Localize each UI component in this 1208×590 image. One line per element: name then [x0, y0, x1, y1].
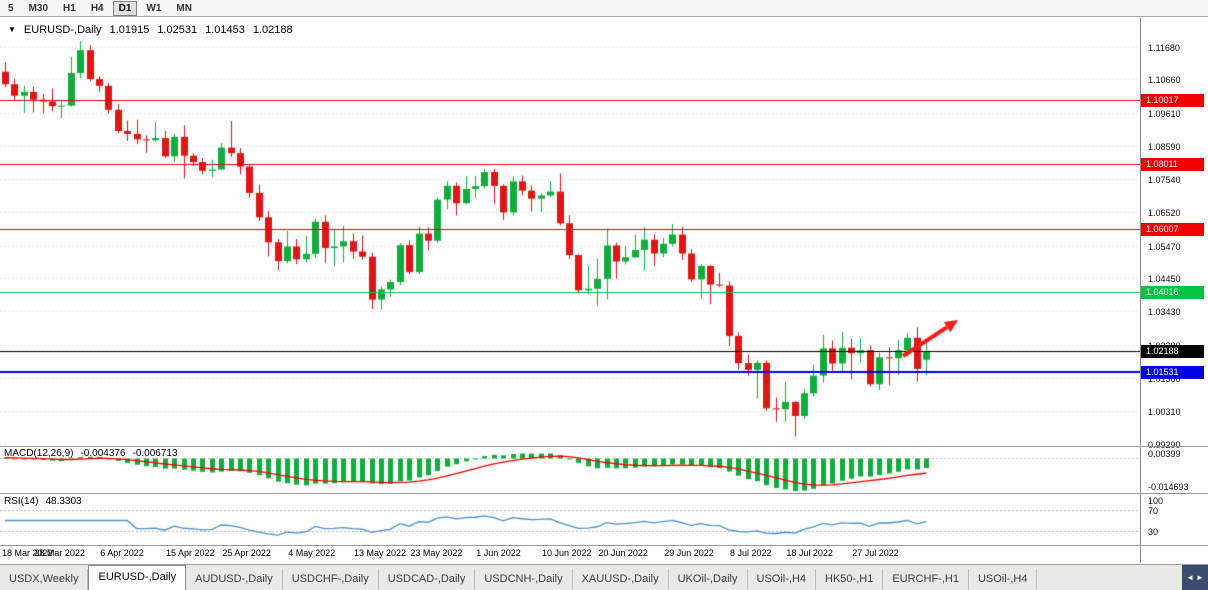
chart-title: EURUSD-,Daily: [23, 24, 102, 36]
chart-tab-audusd-daily[interactable]: AUDUSD-,Daily: [186, 569, 283, 590]
chart-tab-usdcad-daily[interactable]: USDCAD-,Daily: [379, 569, 476, 590]
date-tick-label: 23 May 2022: [410, 548, 463, 558]
chart-tab-usdx-weekly[interactable]: USDX,Weekly: [0, 569, 89, 590]
price-line-label-1-08011: 1.08011: [1141, 158, 1204, 172]
date-tick-label: 18 Jul 2022: [786, 548, 833, 558]
price-tick-label: 1.00310: [1148, 407, 1181, 418]
date-tick-label: 18 Mar 2022: [2, 548, 53, 558]
date-tick-label: 25 Apr 2022: [222, 548, 271, 558]
price-tick-label: 1.10660: [1148, 75, 1181, 86]
timeframe-button-m30[interactable]: M30: [28, 2, 49, 14]
price-tick-label: 0.99290: [1148, 439, 1181, 450]
date-tick-label: 8 Jul 2022: [730, 548, 772, 558]
date-tick-label: 20 Jun 2022: [598, 548, 648, 558]
macd-signal-value: -0.006713: [132, 448, 178, 459]
chart-tab-eurchf-h1[interactable]: EURCHF-,H1: [883, 569, 969, 590]
ohlc-low: 1.01453: [205, 24, 245, 36]
price-tick-label: 1.03430: [1148, 307, 1181, 318]
timeframe-button-mn[interactable]: MN: [176, 2, 192, 14]
symbol-dropdown-icon[interactable]: ▼: [8, 25, 16, 34]
timeframe-button-h4[interactable]: H4: [90, 2, 104, 14]
date-tick-label: 15 Apr 2022: [166, 548, 215, 558]
date-tick-label: 6 Apr 2022: [100, 548, 144, 558]
panel-divider-bottom: [0, 545, 1208, 546]
price-line-label-1-01531: 1.01531: [1141, 366, 1204, 380]
ohlc-open: 1.01915: [109, 24, 150, 36]
timeframe-button-w1[interactable]: W1: [146, 2, 162, 14]
price-tick-label: 1.06520: [1148, 208, 1181, 219]
time-axis[interactable]: 18 Mar 2022 28 Mar 2022 6 Apr 2022 15 Apr 2…: [0, 547, 1140, 562]
chart-tab-xauusd-daily[interactable]: XAUUSD-,Daily: [573, 569, 669, 590]
price-tick-label: 1.05470: [1148, 241, 1181, 252]
chart-tab-usoil-h4[interactable]: USOil-,H4: [748, 569, 817, 590]
ohlc-high: 1.02531: [157, 24, 198, 36]
timeframe-button-h1[interactable]: H1: [63, 2, 76, 14]
timeframe-button-d1[interactable]: D1: [112, 0, 138, 16]
rsi-level-label: 70: [1148, 506, 1159, 517]
chart-tab-ukoil-daily[interactable]: UKOil-,Daily: [669, 569, 748, 590]
scroll-left-icon[interactable]: ◄: [1186, 573, 1194, 582]
chart-tabs-bar: USDX,Weekly EURUSD-,Daily AUDUSD-,Daily USD…: [0, 564, 1208, 590]
macd-main-value: -0.004376: [80, 448, 126, 459]
timeframe-button-5[interactable]: 5: [8, 2, 14, 14]
chart-tab-usdcnh-daily[interactable]: USDCNH-,Daily: [475, 569, 573, 590]
price-line-label-1-06007: 1.06007: [1141, 222, 1204, 236]
price-tick-label: 1.08590: [1148, 141, 1181, 152]
price-tick-label: 1.09610: [1148, 109, 1181, 120]
date-tick-label: 1 Jun 2022: [476, 548, 521, 558]
date-tick-label: 13 May 2022: [354, 548, 407, 558]
date-tick-label: 4 May 2022: [288, 548, 336, 558]
price-axis[interactable]: 1.11680 1.10660 1.09610 1.08590 1.07540 1.065…: [1140, 18, 1208, 563]
scroll-right-icon[interactable]: ►: [1196, 573, 1204, 582]
timeframe-toolbar: 5 M30 H1 H4 D1 W1 MN: [0, 0, 1208, 17]
chart-tab-usdchf-daily[interactable]: USDCHF-,Daily: [283, 569, 379, 590]
chart-tab-hk50-h1[interactable]: HK50-,H1: [816, 569, 884, 590]
price-tick-label: 1.11680: [1148, 42, 1180, 53]
panel-divider-macd[interactable]: [0, 446, 1208, 447]
macd-name: MACD(12,26,9): [4, 448, 74, 459]
panel-divider-rsi[interactable]: [0, 493, 1208, 494]
candlestick-chart-canvas[interactable]: [0, 18, 1140, 546]
rsi-indicator-label: RSI(14) 48.3303: [4, 496, 82, 507]
date-tick-label: 27 Jul 2022: [852, 548, 899, 558]
price-tick-label: 1.04450: [1148, 274, 1181, 285]
date-tick-label: 29 Jun 2022: [664, 548, 714, 558]
price-line-label-1-10017: 1.10017: [1141, 94, 1204, 107]
macd-indicator-label: MACD(12,26,9) -0.004376 -0.006713: [4, 448, 178, 459]
rsi-name: RSI(14): [4, 496, 39, 507]
price-line-label-1-02188: 1.02188: [1141, 345, 1204, 358]
chart-symbol-ohlc: ▼ EURUSD-,Daily 1.01915 1.02531 1.01453 …: [8, 24, 293, 36]
ohlc-close: 1.02188: [252, 24, 293, 36]
rsi-value: 48.3303: [45, 496, 82, 507]
price-tick-label: 1.07540: [1148, 175, 1181, 186]
macd-axis-label: -0.014693: [1148, 482, 1189, 492]
rsi-level-label: 100: [1148, 496, 1164, 506]
date-tick-label: 28 Mar 2022: [34, 548, 85, 558]
chart-tab-eurusd-daily[interactable]: EURUSD-,Daily: [88, 565, 187, 590]
price-line-label-1-04016: 1.04016: [1141, 286, 1204, 300]
chart-tab-usoil-h4[interactable]: USOil-,H4: [969, 569, 1038, 590]
macd-axis-label: 0.00399: [1148, 449, 1181, 459]
date-tick-label: 10 Jun 2022: [542, 548, 592, 558]
rsi-level-label: 30: [1148, 526, 1159, 537]
tab-scroll-buttons[interactable]: ◄ ►: [1182, 565, 1208, 590]
